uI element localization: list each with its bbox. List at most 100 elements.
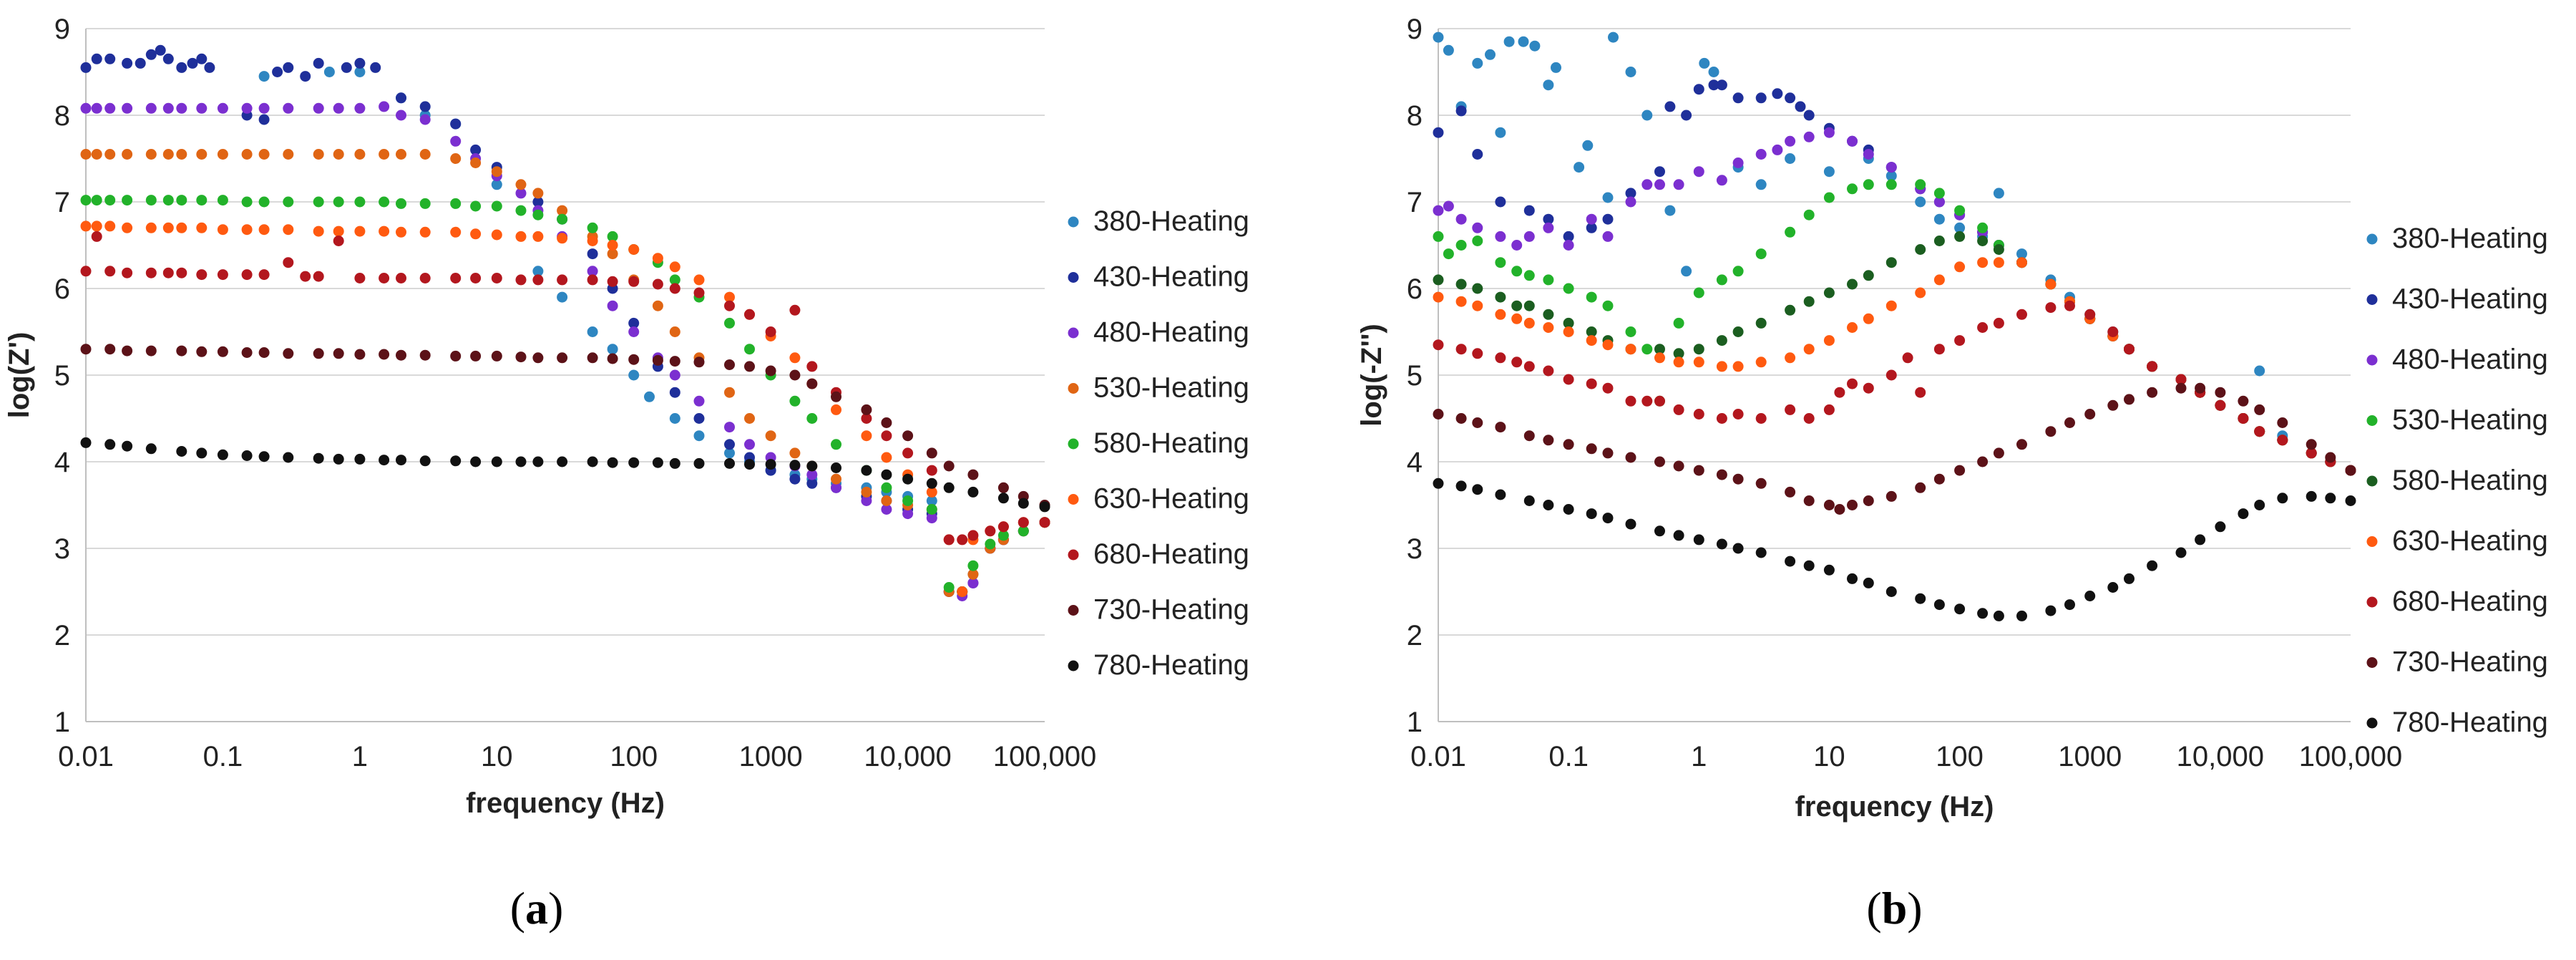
data-point	[1755, 92, 1767, 104]
data-point	[283, 257, 294, 268]
data-point	[1472, 300, 1483, 311]
x-axis-title: frequency (Hz)	[1795, 791, 1994, 823]
legend-label: 580-Heating	[2392, 465, 2548, 496]
data-point	[1523, 300, 1535, 311]
data-point	[1847, 573, 1858, 584]
x-tick-label: 0.01	[58, 741, 114, 772]
data-point	[765, 430, 776, 442]
y-tick-label: 7	[54, 187, 70, 218]
data-point	[765, 459, 776, 470]
data-point	[607, 276, 618, 287]
data-point	[1455, 240, 1467, 251]
data-point	[1902, 352, 1913, 364]
data-point	[122, 267, 133, 278]
data-point	[1455, 296, 1467, 307]
data-point	[669, 369, 680, 381]
data-point	[1529, 40, 1541, 52]
data-point	[1433, 31, 1444, 43]
data-point	[1915, 593, 1926, 604]
data-point	[1977, 222, 1989, 233]
data-point	[532, 188, 544, 199]
data-point	[806, 477, 818, 489]
data-point	[1455, 213, 1467, 225]
data-point	[1885, 162, 1897, 173]
panel-label-close: )	[1907, 883, 1922, 934]
legend-marker	[1068, 549, 1079, 561]
data-point	[1681, 266, 1692, 277]
data-point	[104, 195, 116, 206]
data-point	[2016, 248, 2027, 260]
data-point	[176, 62, 187, 73]
series-680-Heating	[1433, 300, 2356, 476]
data-point	[80, 266, 92, 277]
data-point	[515, 205, 527, 216]
data-point	[1472, 149, 1483, 160]
data-point	[1543, 365, 1554, 377]
data-point	[1485, 49, 1496, 60]
data-point	[1993, 610, 2004, 621]
data-point	[1443, 44, 1454, 56]
data-point	[1433, 274, 1444, 286]
data-point	[80, 149, 92, 160]
data-point	[515, 274, 527, 286]
data-point	[902, 473, 914, 485]
data-point	[967, 568, 979, 580]
data-point	[1732, 473, 1744, 485]
x-tick-label: 0.1	[1548, 741, 1589, 772]
data-point	[557, 274, 568, 286]
data-point	[926, 495, 937, 506]
data-point	[693, 413, 705, 424]
data-point	[1673, 317, 1684, 329]
data-point	[967, 577, 979, 588]
data-point	[607, 457, 618, 468]
data-point	[1574, 162, 1585, 173]
data-point	[1472, 484, 1483, 495]
data-point	[1885, 257, 1897, 268]
y-tick-label: 5	[1407, 360, 1423, 392]
data-point	[2107, 582, 2119, 593]
data-point	[789, 304, 801, 316]
data-point	[2238, 508, 2249, 520]
data-point	[1673, 348, 1684, 359]
data-point	[744, 361, 755, 372]
data-point	[1993, 447, 2004, 459]
data-point	[162, 195, 174, 206]
data-point	[1511, 266, 1523, 277]
data-point	[1654, 456, 1665, 467]
data-point	[1673, 357, 1684, 368]
data-point	[470, 228, 482, 240]
data-point	[1755, 357, 1767, 368]
data-point	[1625, 344, 1636, 355]
data-point	[902, 495, 914, 506]
data-point	[1954, 205, 1966, 216]
legend-label: 580-Heating	[1093, 427, 1249, 459]
legend-label: 630-Heating	[1093, 483, 1249, 515]
data-point	[532, 209, 544, 220]
data-point	[1885, 490, 1897, 502]
data-point	[1823, 166, 1835, 178]
y-tick-label: 8	[1407, 100, 1423, 132]
data-point	[806, 469, 818, 480]
data-point	[341, 62, 352, 73]
data-point	[669, 457, 680, 469]
data-point	[881, 417, 892, 428]
data-point	[1716, 79, 1727, 91]
data-point	[1977, 456, 1989, 467]
data-point	[176, 345, 187, 357]
data-point	[491, 273, 502, 283]
data-point	[669, 326, 680, 337]
data-point	[1847, 378, 1858, 389]
data-point	[557, 233, 568, 244]
data-point	[1933, 344, 1945, 355]
data-point	[1523, 495, 1535, 506]
data-point	[1885, 300, 1897, 311]
data-point	[2215, 521, 2226, 533]
data-point	[1863, 270, 1874, 281]
data-point	[861, 495, 872, 506]
data-point	[470, 350, 482, 362]
data-point	[2277, 493, 2288, 504]
data-point	[628, 276, 640, 287]
data-point	[196, 222, 208, 233]
